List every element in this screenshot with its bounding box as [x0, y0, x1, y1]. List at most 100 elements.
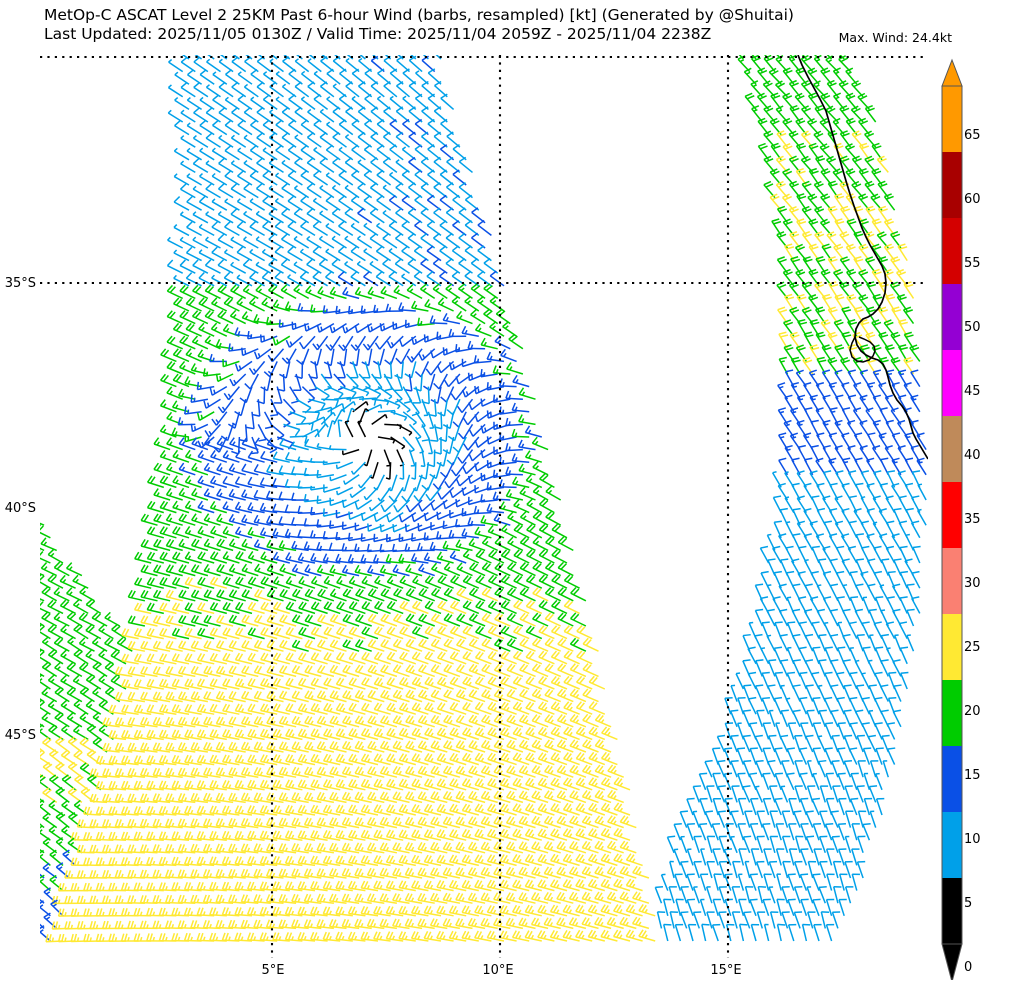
wind-barb [335, 510, 354, 519]
wind-barb [223, 297, 240, 312]
wind-barb [849, 797, 859, 816]
wind-barb [255, 182, 272, 199]
wind-barb [183, 406, 202, 415]
wind-barb [243, 210, 259, 224]
wind-barb [249, 220, 265, 237]
wind-barb [801, 923, 811, 942]
wind-barb [456, 310, 473, 325]
wind-barb [880, 659, 889, 677]
wind-barb [267, 348, 285, 363]
wind-barb [230, 208, 247, 224]
wind-barb [205, 183, 221, 199]
wind-barb [375, 245, 392, 262]
wind-barb [180, 109, 196, 123]
wind-barb [223, 249, 240, 262]
wind-barb [98, 624, 114, 640]
wind-barb [588, 701, 606, 715]
wind-barb [47, 599, 64, 615]
wind-barb [318, 235, 335, 249]
wind-barb [461, 325, 479, 337]
wind-barb [92, 661, 108, 678]
wind-barb [632, 891, 650, 904]
colorbar-tick: 15 [964, 768, 981, 783]
wind-barb [66, 662, 83, 678]
wind-barb [218, 157, 234, 174]
wind-barb [731, 911, 741, 929]
colorbar-tick: 45 [964, 384, 981, 399]
wind-barb [494, 335, 511, 350]
wind-barb [687, 923, 697, 942]
wind-barb [844, 860, 853, 879]
wind-barb [230, 183, 247, 199]
wind-barb [631, 916, 650, 930]
wind-barb [196, 411, 215, 421]
wind-barb [763, 873, 772, 891]
wind-barb [224, 221, 240, 237]
wind-barb [713, 873, 722, 891]
wind-barb [234, 360, 253, 372]
wind-barb [85, 624, 102, 640]
wind-barb [518, 414, 536, 426]
wind-barb [41, 712, 58, 728]
wind-barb [435, 55, 442, 60]
wind-barb [798, 747, 808, 765]
wind-barb [78, 612, 95, 627]
wind-barb [224, 170, 240, 186]
wind-barb [243, 134, 259, 148]
wind-barb [211, 246, 228, 262]
wind-barb [738, 898, 747, 917]
wind-barb [192, 157, 209, 174]
wind-barb [294, 81, 310, 98]
wind-barb [357, 207, 373, 224]
wind-barb [205, 236, 221, 249]
wind-barb [60, 674, 76, 690]
wind-barb [774, 797, 783, 816]
wind-barb [885, 621, 896, 639]
wind-barb [761, 822, 771, 841]
wind-barb [270, 55, 278, 60]
wind-barb [219, 55, 228, 60]
wind-barb [763, 923, 770, 942]
wind-barb [408, 449, 416, 467]
wind-barb [41, 661, 58, 678]
wind-barb [818, 835, 828, 854]
wind-barb [47, 649, 64, 665]
wind-barb [40, 648, 45, 652]
wind-barb [205, 107, 221, 123]
wind-barb [458, 156, 473, 173]
wind-barb [173, 196, 190, 211]
wind-barb [54, 661, 70, 678]
wind-barb [862, 596, 871, 614]
wind-barb [857, 810, 867, 828]
wind-barb [406, 284, 423, 300]
wind-barb [832, 885, 842, 904]
wind-barb [186, 195, 202, 211]
wind-barb [755, 860, 765, 879]
wind-barb [363, 486, 379, 501]
wind-barb [513, 499, 530, 514]
wind-barb [173, 173, 190, 186]
wind-barb [383, 449, 392, 467]
wind-barb [420, 283, 436, 300]
wind-barb [205, 211, 221, 224]
wind-barb [40, 537, 57, 552]
wind-barb [255, 236, 272, 249]
wind-barb [396, 80, 410, 98]
map-canvas [40, 55, 928, 958]
colorbar-swatches [941, 58, 963, 980]
wind-barb [613, 802, 631, 816]
wind-barb [351, 144, 366, 161]
wind-barb [369, 260, 385, 274]
colorbar-segment [942, 878, 962, 944]
wind-barb [848, 621, 858, 639]
wind-barb [582, 663, 599, 678]
wind-barb [742, 734, 751, 753]
wind-barb [185, 246, 202, 262]
wind-barb [762, 898, 771, 917]
wind-barb [851, 873, 860, 891]
wind-barb [539, 473, 555, 489]
wind-barb [40, 562, 58, 577]
wind-barb [820, 911, 830, 929]
wind-barb [306, 208, 322, 224]
wind-barb [776, 873, 782, 891]
